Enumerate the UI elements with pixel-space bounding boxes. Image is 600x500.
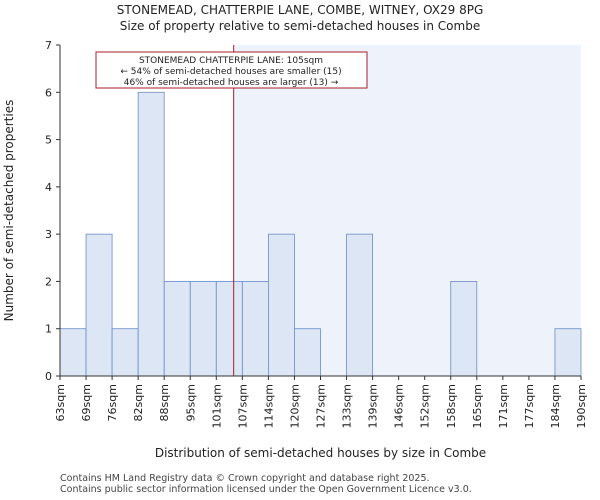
marker-annotation-smaller: ← 54% of semi-detached houses are smalle…: [120, 67, 341, 77]
x-tick-label: 133sqm: [341, 384, 354, 428]
histogram-chart: 0 1 2 3 4 5 6 7 63sqm 69sqm 76sqm 82sqm 88sqm 95sqm 10…: [2, 39, 588, 460]
y-tick-label: 6: [45, 86, 52, 99]
x-tick-label: 165sqm: [471, 384, 484, 428]
x-tick-label: 190sqm: [575, 384, 588, 428]
y-tick-label: 0: [45, 370, 52, 383]
x-tick-label: 152sqm: [419, 384, 432, 428]
y-tick-label: 1: [45, 323, 52, 336]
histogram-bar: [554, 328, 582, 377]
marker-annotation-larger: 46% of semi-detached houses are larger (…: [124, 78, 339, 88]
x-tick-label: 95sqm: [184, 384, 197, 421]
histogram-bar: [137, 91, 165, 377]
x-tick-label: 146sqm: [393, 384, 406, 428]
y-tick-label: 2: [45, 275, 52, 288]
chart-title: STONEMEAD, CHATTERPIE LANE, COMBE, WITNE…: [116, 3, 484, 17]
x-tick-label: 88sqm: [158, 384, 171, 421]
y-tick-label: 3: [45, 228, 52, 241]
y-tick-label: 4: [45, 181, 52, 194]
histogram-bar: [241, 281, 269, 377]
x-tick-label: 82sqm: [132, 384, 145, 421]
x-tick-label: 127sqm: [315, 384, 328, 428]
histogram-bar: [450, 281, 478, 377]
x-tick-label: 177sqm: [523, 384, 536, 428]
histogram-bar: [59, 328, 87, 377]
histogram-bar: [189, 281, 217, 377]
y-axis-label: Number of semi-detached properties: [2, 100, 16, 322]
x-tick-label: 120sqm: [288, 384, 301, 428]
histogram-bar: [294, 328, 321, 377]
histogram-bar: [85, 233, 113, 377]
histogram-bar: [346, 233, 373, 377]
histogram-bar: [267, 233, 295, 377]
histogram-bar: [111, 328, 139, 377]
x-tick-label: 139sqm: [367, 384, 380, 428]
x-tick-label: 171sqm: [497, 384, 510, 428]
x-tick-label: 158sqm: [445, 384, 458, 428]
histogram-bar: [215, 281, 243, 377]
x-tick-label: 69sqm: [80, 384, 93, 421]
x-tick-label: 107sqm: [236, 384, 249, 428]
marker-annotation-title: STONEMEAD CHATTERPIE LANE: 105sqm: [139, 56, 323, 66]
x-tick-label: 63sqm: [54, 384, 67, 421]
footer-licence: Contains public sector information licen…: [60, 484, 472, 495]
x-tick-label: 114sqm: [262, 384, 275, 428]
histogram-bar: [163, 281, 191, 377]
x-tick-label: 76sqm: [106, 384, 119, 421]
y-tick-label: 5: [45, 134, 52, 147]
footer-copyright: Contains HM Land Registry data © Crown c…: [60, 473, 430, 484]
x-tick-label: 184sqm: [549, 384, 562, 428]
chart-subtitle: Size of property relative to semi-detach…: [119, 19, 481, 33]
y-tick-label: 7: [45, 39, 52, 52]
x-tick-label: 101sqm: [210, 384, 223, 428]
marker-annotation-box: [95, 51, 368, 89]
x-axis-label: Distribution of semi-detached houses by …: [155, 446, 486, 460]
